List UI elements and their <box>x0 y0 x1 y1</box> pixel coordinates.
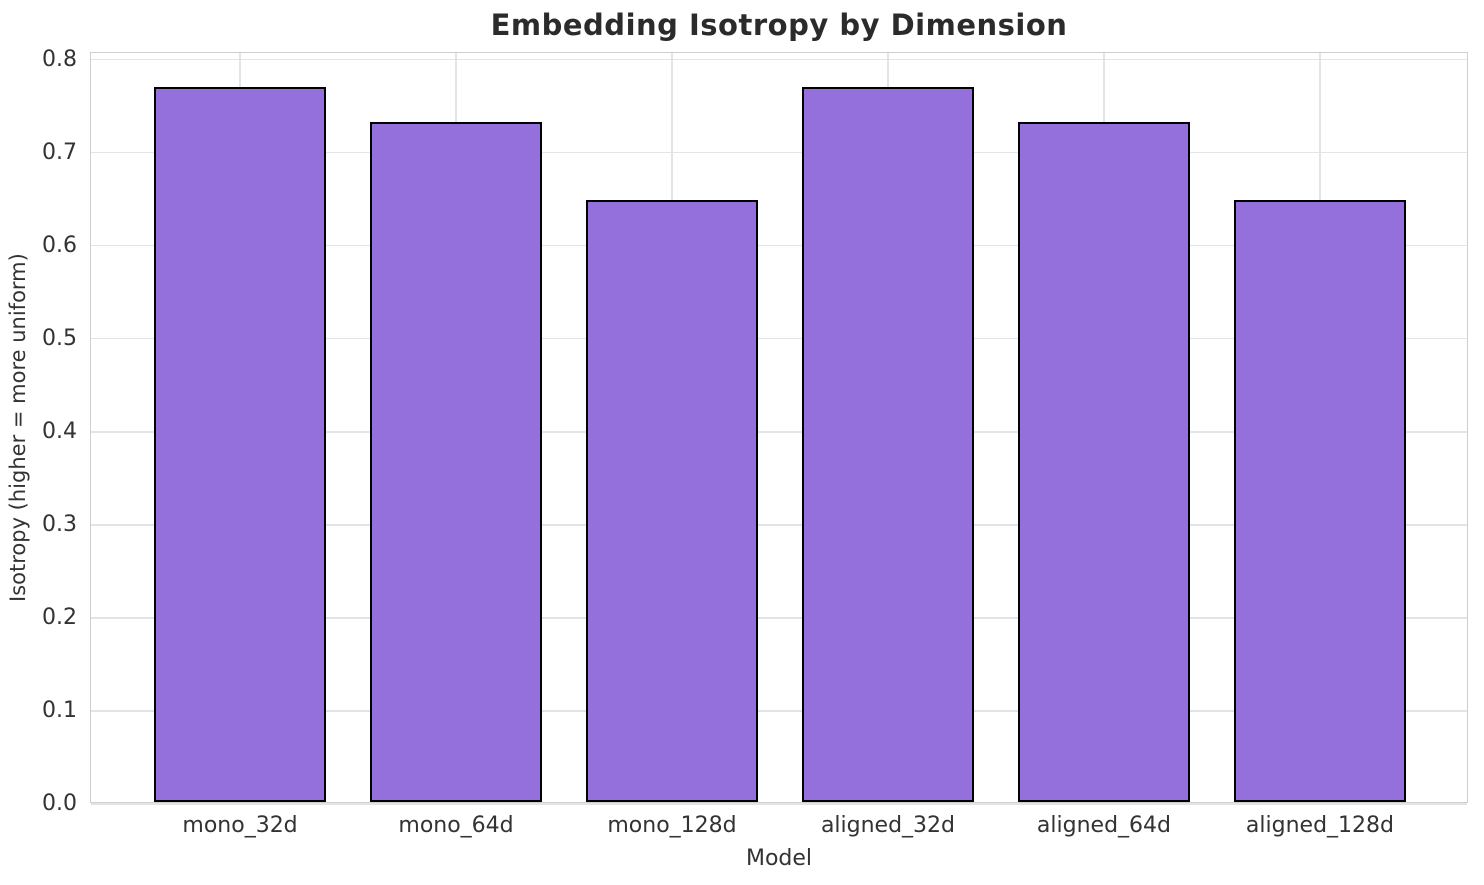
bar-aligned_64d <box>1017 121 1191 802</box>
chart-title: Embedding Isotropy by Dimension <box>490 8 1068 42</box>
h-gridline <box>91 244 1467 247</box>
y-tick-label: 0.7 <box>42 139 77 165</box>
x-tick-label: aligned_64d <box>1036 813 1172 838</box>
h-gridline <box>91 151 1467 154</box>
h-gridline <box>91 58 1467 61</box>
plot-area: 0.0 0.1 0.2 0.3 0.4 0.5 0.6 0.7 0.8 mono_32d mono_… <box>42 47 1468 838</box>
h-gridline <box>91 617 1467 619</box>
y-tick-label: 0.2 <box>42 604 77 630</box>
bar-aligned_32d <box>801 87 975 802</box>
bar-mono_64d <box>369 121 543 802</box>
y-tick-label: 0.4 <box>42 418 77 444</box>
h-gridline <box>91 337 1467 340</box>
x-tick-label: mono_32d <box>182 813 298 838</box>
h-gridline <box>91 431 1467 433</box>
y-tick-label: 0.3 <box>42 511 77 537</box>
x-axis-label: Model <box>745 846 813 871</box>
y-tick-label: 0.5 <box>42 325 77 351</box>
x-tick-label: aligned_128d <box>1245 813 1394 838</box>
x-tick-label: mono_64d <box>398 813 514 838</box>
bar-mono_128d <box>585 199 759 802</box>
h-gridline <box>91 524 1467 526</box>
x-tick-label: aligned_32d <box>820 813 956 838</box>
y-tick-label: 0.0 <box>42 791 77 816</box>
h-gridline <box>91 803 1467 805</box>
bar-mono_32d <box>153 87 327 802</box>
y-tick-label: 0.8 <box>42 46 77 72</box>
x-tick-label: mono_128d <box>607 813 737 838</box>
y-tick-label: 0.1 <box>42 697 77 723</box>
h-gridline <box>91 710 1467 712</box>
bar-aligned_128d <box>1233 199 1407 802</box>
y-tick-label: 0.6 <box>42 232 77 258</box>
